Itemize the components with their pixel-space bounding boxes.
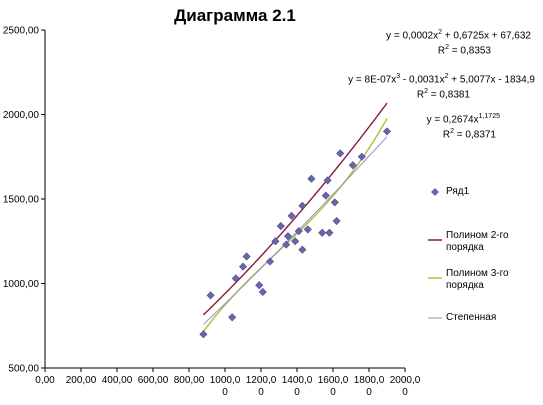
y-tick-label: 1500,00	[3, 195, 40, 206]
data-point	[382, 127, 392, 136]
x-tick-label: 600,00	[138, 375, 169, 386]
equation-power: y = 0,2674x1,1725 R2 = 0,8371	[427, 111, 500, 142]
y-tick-label: 2000,00	[3, 110, 40, 121]
equation-poly3-r2: R2 = 0,8381	[416, 88, 470, 101]
data-point	[282, 240, 291, 249]
data-point	[348, 161, 357, 170]
data-point	[294, 227, 303, 236]
chart-title: Диаграмма 2.1	[174, 6, 296, 25]
trendline-poly2	[202, 102, 388, 316]
x-tick-label: 200,00	[66, 375, 97, 386]
data-point	[318, 228, 327, 237]
data-point	[231, 274, 240, 283]
y-tick-label: 1000,00	[3, 279, 40, 290]
legend-label-series: Ряд1	[446, 186, 470, 197]
data-point	[321, 191, 330, 200]
legend-line-power	[428, 317, 442, 319]
equation-power-r2: R2 = 0,8371	[442, 128, 496, 141]
equation-power-formula: y = 0,2674x1,1725	[426, 113, 500, 126]
x-tick-label: 1000,0 0	[210, 375, 241, 398]
x-tick-label: 0,00	[35, 375, 55, 386]
equation-poly3: y = 8E-07x3 - 0,0031x2 + 5,0077x - 1834,…	[348, 71, 535, 102]
legend-line-poly3	[428, 277, 442, 279]
equation-poly2: y = 0,0002x2 + 0,6725x + 67,632 R2 = 0,8…	[386, 27, 531, 58]
x-tick-label: 1800,0 0	[354, 375, 385, 398]
data-point	[357, 152, 366, 161]
data-point	[271, 237, 280, 246]
y-tick-label: 2500,00	[3, 26, 40, 37]
legend-label-poly2: Полином 2-го порядка	[446, 230, 509, 253]
x-tick-label: 400,00	[102, 375, 133, 386]
data-point	[255, 281, 264, 290]
equation-poly3-formula: y = 8E-07x3 - 0,0031x2 + 5,0077x - 1834,…	[348, 73, 535, 86]
data-point	[242, 252, 251, 261]
data-point	[265, 257, 275, 266]
x-tick-label: 1600,0 0	[318, 375, 349, 398]
equation-poly2-r2: R2 = 0,8353	[437, 44, 491, 57]
data-point	[323, 176, 332, 185]
data-point	[287, 211, 296, 220]
data-point	[258, 287, 267, 296]
data-point	[325, 228, 334, 237]
trendline-poly3	[202, 118, 388, 332]
data-point	[199, 330, 208, 339]
equation-poly2-formula: y = 0,0002x2 + 0,6725x + 67,632	[386, 29, 531, 42]
data-point	[336, 149, 345, 158]
trendline-power	[203, 136, 388, 325]
legend-marker-diamond	[431, 188, 439, 196]
data-point	[332, 216, 341, 225]
data-point	[298, 201, 307, 210]
legend-line-poly2	[428, 239, 442, 241]
data-point	[303, 225, 312, 234]
data-point	[298, 245, 307, 254]
data-point	[330, 198, 339, 207]
legend-label-power: Степенная	[446, 312, 497, 323]
x-tick-label: 1400,0 0	[282, 375, 313, 398]
data-point	[228, 313, 237, 322]
legend-label-poly3: Полином 3-го порядка	[446, 268, 509, 291]
y-tick-label: 500,00	[8, 364, 39, 375]
x-tick-label: 2000,0 0	[390, 375, 421, 398]
x-tick-label: 800,00	[174, 375, 205, 386]
data-point	[206, 291, 215, 300]
data-point	[283, 232, 293, 241]
x-tick-label: 1200,0 0	[246, 375, 277, 398]
data-point	[238, 262, 248, 271]
data-point	[291, 237, 300, 246]
data-point	[276, 222, 285, 231]
data-point	[307, 174, 316, 183]
